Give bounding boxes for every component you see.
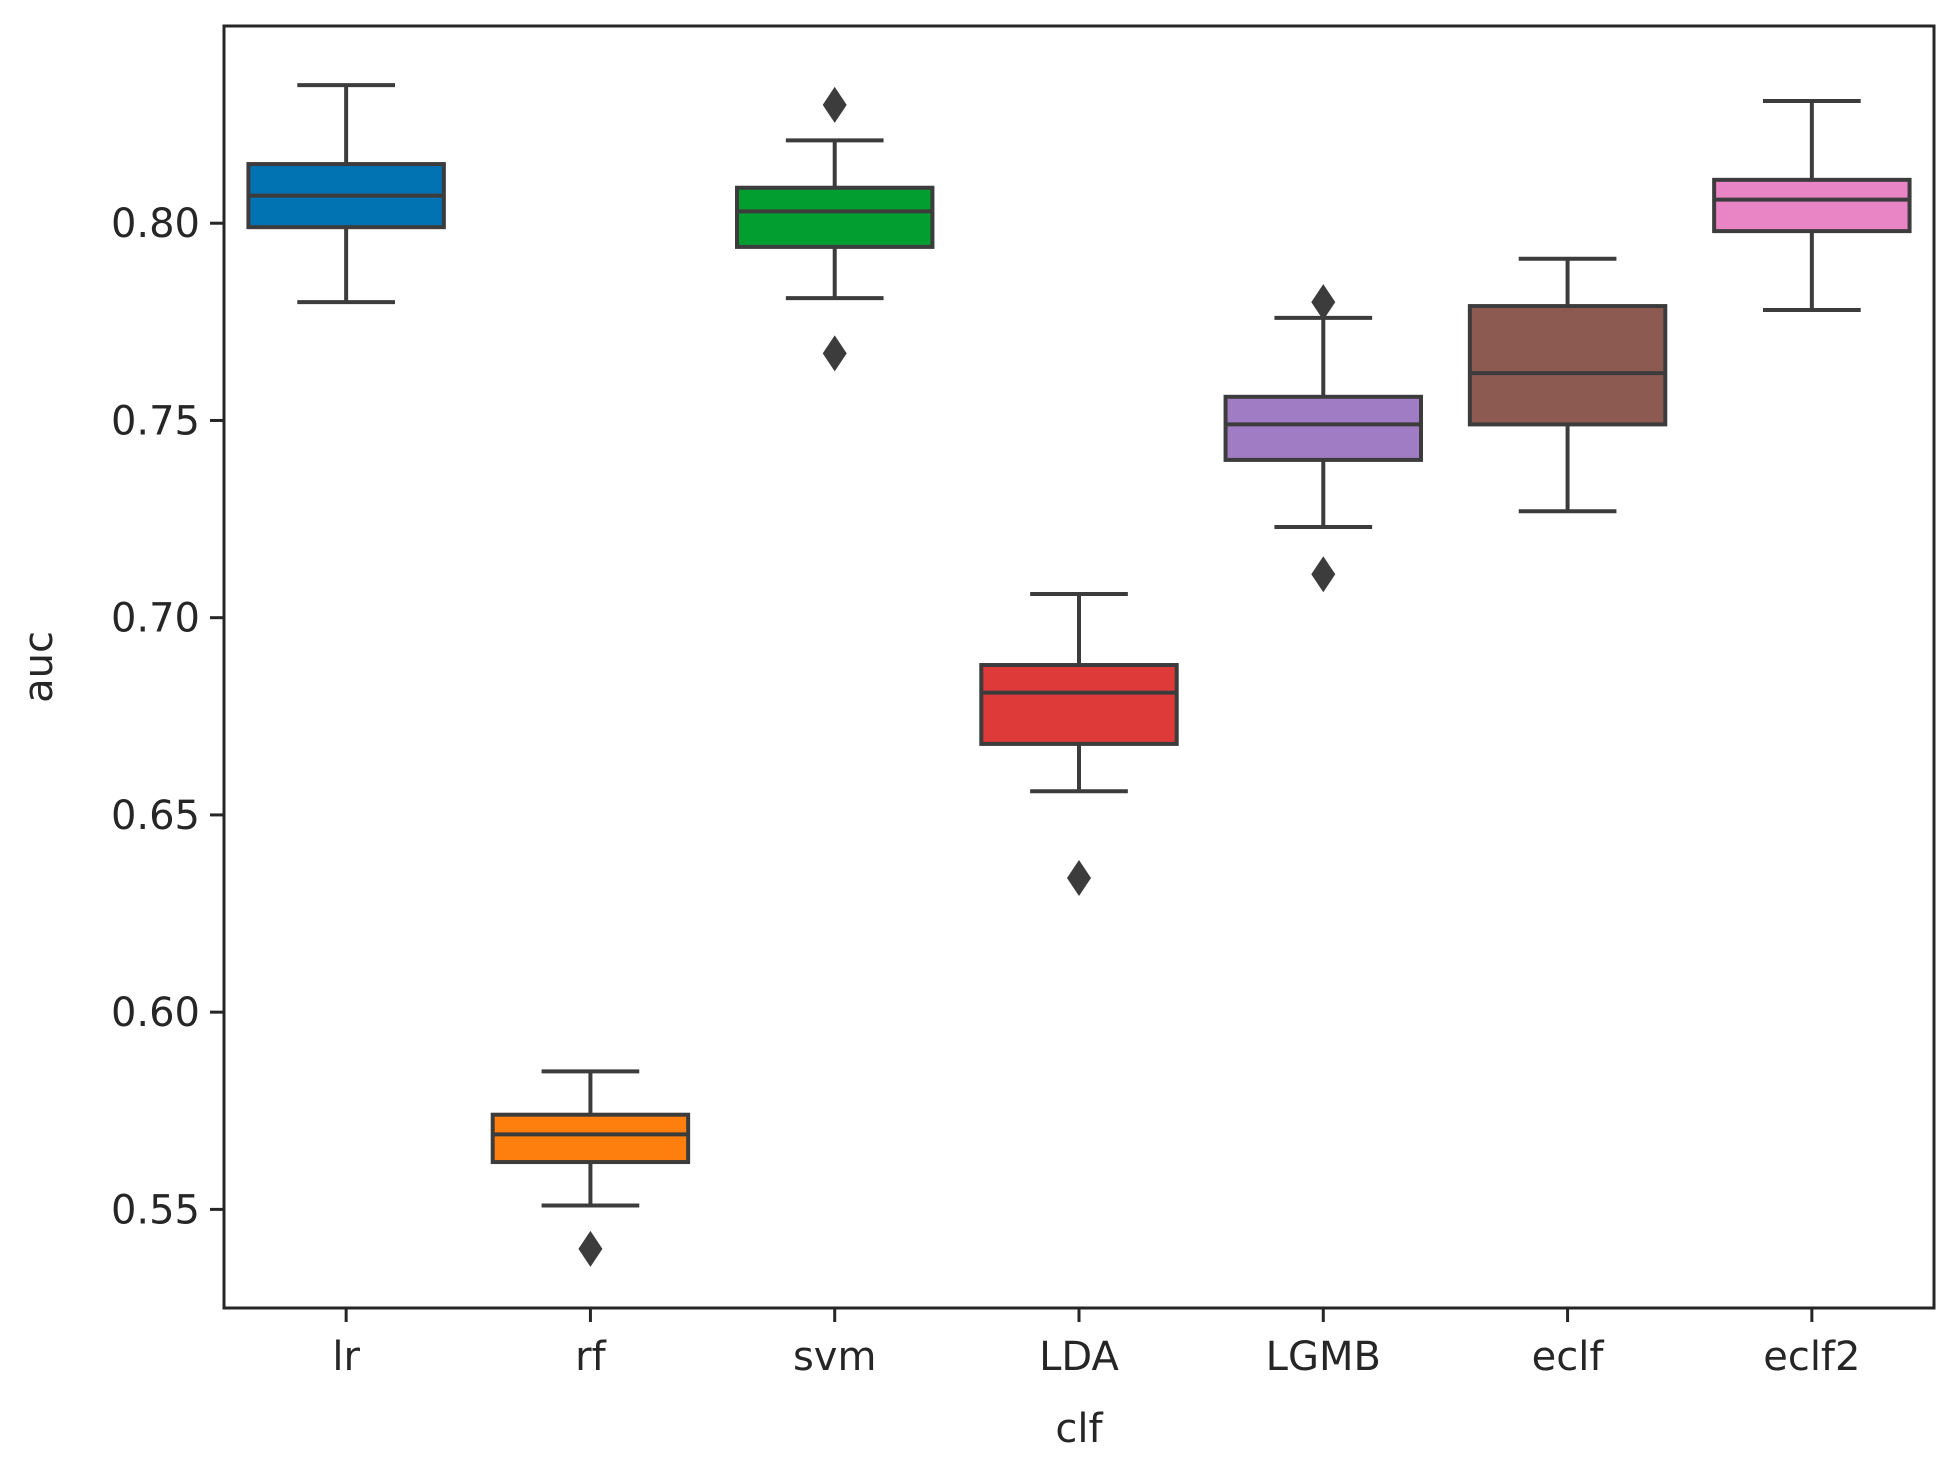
box-rf (490, 1112, 691, 1165)
box-group-rf (490, 1069, 691, 1267)
box-group-LDA (979, 592, 1179, 897)
y-axis: 0.55 0.60 0.65 0.70 0.75 0.80 (111, 201, 224, 1233)
x-tick-label: lr (332, 1334, 360, 1380)
x-tick-label: rf (575, 1334, 606, 1380)
boxes-layer (246, 83, 1912, 1267)
x-tick-label: eclf (1532, 1334, 1605, 1380)
box-svm (735, 185, 935, 249)
y-tick-label: 0.60 (111, 990, 200, 1036)
box-group-LGMB (1223, 284, 1423, 593)
plot-frame (222, 24, 1936, 1310)
box-LGMB (1223, 394, 1423, 462)
box-group-lr (246, 83, 446, 305)
y-tick-label: 0.65 (111, 793, 200, 839)
y-tick-label: 0.80 (111, 201, 200, 247)
box-eclf2 (1712, 177, 1912, 234)
x-tick-label: LDA (1039, 1334, 1119, 1380)
x-tick-label: LGMB (1266, 1334, 1381, 1380)
outlier-marker (1067, 860, 1091, 897)
y-tick-label: 0.70 (111, 596, 200, 642)
x-tick-label: svm (793, 1334, 876, 1380)
x-axis: lr rf svm LDA LGMB eclf eclf2 (332, 1308, 1860, 1380)
box-group-eclf (1467, 256, 1668, 514)
x-tick-label: eclf2 (1763, 1334, 1860, 1380)
box-group-eclf2 (1712, 98, 1912, 313)
x-axis-title: clf (1055, 1406, 1103, 1452)
y-tick-label: 0.55 (111, 1187, 200, 1233)
outlier-marker (578, 1230, 603, 1267)
outlier-marker (1311, 556, 1336, 593)
box-LDA (979, 663, 1179, 746)
outlier-marker (822, 335, 847, 372)
y-axis-title: auc (16, 631, 62, 703)
outlier-marker (822, 86, 847, 123)
y-tick-label: 0.75 (111, 398, 200, 444)
box-eclf (1467, 304, 1668, 427)
box-group-svm (735, 86, 935, 372)
outlier-marker (1311, 284, 1336, 321)
